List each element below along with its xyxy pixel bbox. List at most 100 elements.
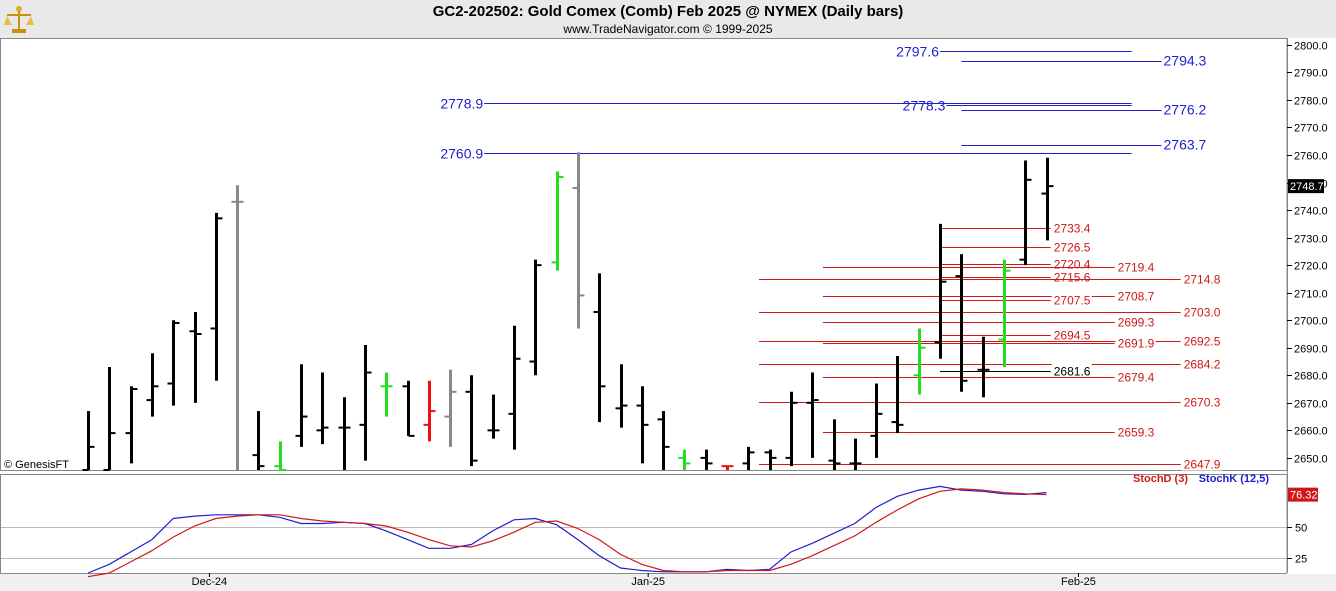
level-label-2760.9: 2760.9 [440,146,483,162]
price-tick-2660: 2660.0 [1294,426,1328,438]
level-label-2691.9: 2691.9 [1118,337,1155,351]
ohlc-bar-17 [423,380,436,442]
stochastic-panel-frame [0,474,1288,574]
ohlc-bar-4 [146,353,159,417]
price-tick-2770: 2770.0 [1294,123,1328,135]
ohlc-bar-45 [1019,160,1032,266]
price-tick-2680: 2680.0 [1294,371,1328,383]
level-label-2776.2: 2776.2 [1164,102,1207,118]
ohlc-bar-29 [678,449,691,470]
level-label-2694.5: 2694.5 [1054,329,1091,343]
price-levels: 2797.6 2794.3 2778.9 2778.3 2776.2 2760.9 2763… [440,44,1222,472]
ohlc-bar-19 [465,375,478,467]
level-label-2699.3: 2699.3 [1118,316,1155,330]
level-label-2670.3: 2670.3 [1184,396,1221,410]
level-label-2778.9: 2778.9 [440,96,483,112]
legend-stochd: StochD (3) [1133,473,1188,485]
ohlc-bar-33 [764,449,777,470]
level-label-2679.4: 2679.4 [1118,371,1155,385]
copyright-text: www.TradeNavigator.com © 1999-2025 [563,22,773,36]
ohlc-bar-12 [316,372,329,445]
level-label-2703.0: 2703.0 [1184,306,1221,320]
ohlc-bar-11 [295,364,308,447]
ohlc-bar-5 [167,320,180,406]
ohlc-bar-22 [529,259,542,376]
price-tick-2790: 2790.0 [1294,68,1328,80]
level-label-2720.4: 2720.4 [1054,258,1091,272]
date-strip [0,574,1336,591]
ohlc-bar-14 [359,344,372,461]
ohlc-bar-18 [444,369,457,447]
level-label-2681.6: 2681.6 [1054,365,1091,379]
ohlc-bars [82,152,1054,471]
level-label-2763.7: 2763.7 [1164,137,1207,153]
price-tick-2670: 2670.0 [1294,399,1328,411]
ohlc-bar-8 [231,185,244,470]
ohlc-bar-3 [125,386,138,464]
ohlc-bar-41 [934,223,947,359]
level-label-2684.2: 2684.2 [1184,358,1221,372]
ohlc-bar-2 [103,367,116,471]
ohlc-bar-39 [891,356,904,434]
date-axis: Dec-24 Jan-25 Feb-25 [192,573,1096,588]
ohlc-bar-43 [977,336,990,398]
ohlc-bar-30 [700,449,713,470]
level-label-2692.5: 2692.5 [1184,335,1221,349]
last-price-label: 2748.7 [1290,181,1324,193]
price-tick-2690: 2690.0 [1294,344,1328,356]
ohlc-bar-28 [657,411,670,470]
price-tick-2760: 2760.0 [1294,151,1328,163]
price-tick-2710: 2710.0 [1294,289,1328,301]
ohlc-bar-25 [593,273,606,423]
level-label-2726.5: 2726.5 [1054,241,1091,255]
last-price-box [1288,179,1324,194]
ohlc-bar-37 [849,438,862,470]
ohlc-bar-38 [870,383,883,458]
price-tick-2720: 2720.0 [1294,261,1328,273]
ohlc-bar-35 [806,372,819,458]
price-tick-2700: 2700.0 [1294,316,1328,328]
level-label-2715.6: 2715.6 [1054,271,1091,285]
stoch-last-label: 76.32 [1290,490,1318,502]
ohlc-bar-27 [636,386,649,464]
price-tick-2650: 2650.0 [1294,454,1328,466]
level-label-2733.4: 2733.4 [1054,222,1091,236]
ohlc-bar-46 [1041,157,1054,241]
ohlc-bar-6 [189,311,202,403]
ohlc-bar-32 [742,446,755,470]
ohlc-bar-1 [82,411,95,471]
ohlc-bar-9 [252,411,265,470]
stochastic-panel: 25 50 StochD (3) StochK (12,5) 76.32 [1,473,1318,578]
level-label-2797.6: 2797.6 [896,44,939,60]
date-label-Jan-25: Jan-25 [631,576,665,588]
ohlc-bar-15 [380,372,393,417]
level-label-2707.5: 2707.5 [1054,294,1091,308]
stoch-last-box [1288,487,1318,502]
price-axis: 2650.0 2660.0 2670.0 2680.0 2690.0 2700.0 2710… [1287,41,1328,466]
genesis-watermark: © GenesisFT [4,459,69,471]
price-tick-2780: 2780.0 [1294,96,1328,108]
stoch-line-k [87,485,1047,574]
level-label-2659.3: 2659.3 [1118,426,1155,440]
level-label-2647.9: 2647.9 [1184,458,1221,472]
stoch-tick-25: 25 [1295,554,1307,566]
stoch-tick-50: 50 [1295,523,1307,535]
date-label-Feb-25: Feb-25 [1061,576,1096,588]
level-label-2708.7: 2708.7 [1118,290,1155,304]
ohlc-bar-23 [551,171,564,271]
level-label-2719.4: 2719.4 [1118,261,1155,275]
chart-header: GC2-202502: Gold Comex (Comb) Feb 2025 @… [0,0,1336,38]
level-label-2794.3: 2794.3 [1164,53,1207,69]
chart-title: GC2-202502: Gold Comex (Comb) Feb 2025 @… [432,3,904,20]
ohlc-bar-21 [508,325,521,450]
ohlc-bar-24 [572,152,585,329]
level-label-2714.8: 2714.8 [1184,273,1221,287]
ohlc-bar-26 [615,364,628,428]
scales-logo-icon [4,6,34,33]
date-label-Dec-24: Dec-24 [192,576,227,588]
legend-stochk: StochK (12,5) [1199,473,1270,485]
ohlc-bar-42 [955,254,968,392]
ohlc-bar-31 [721,465,734,470]
ohlc-bar-7 [210,212,223,381]
